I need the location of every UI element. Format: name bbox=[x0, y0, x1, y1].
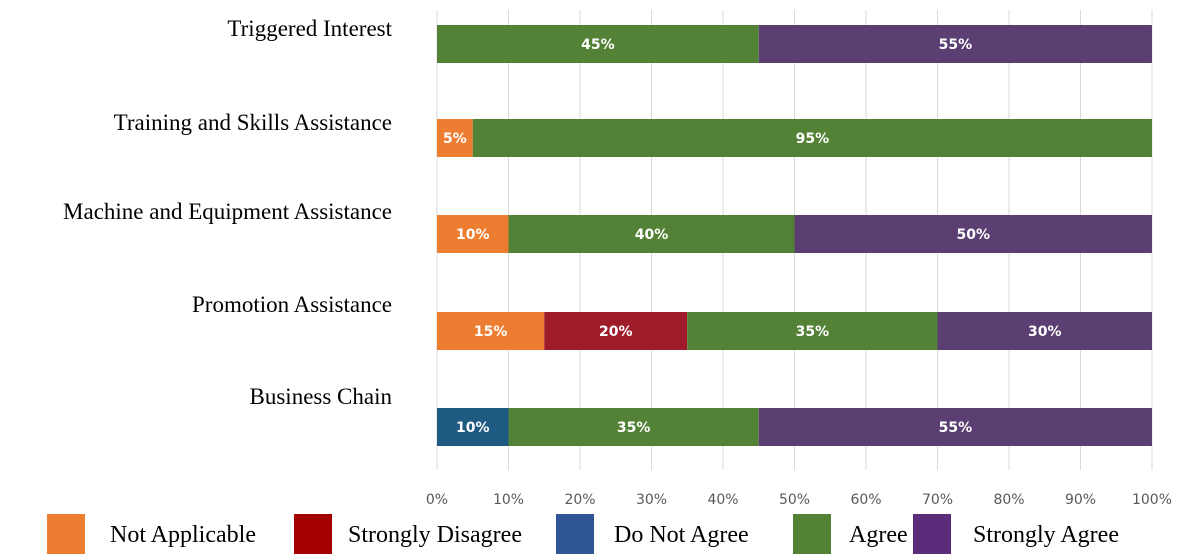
legend: Not Applicable Strongly Disagree Do Not Ag… bbox=[47, 514, 1119, 554]
bar-machine-and-equipment-assistance-strongly-agree bbox=[794, 215, 1152, 253]
data-label-promotion-assistance-strongly-disagree: 20% bbox=[599, 324, 633, 340]
x-tick-label-50: 50% bbox=[779, 492, 810, 508]
bar-training-and-skills-assistance-not-applicable bbox=[437, 119, 473, 157]
x-tick-label-20: 20% bbox=[564, 492, 595, 508]
bar-business-chain-do-not-agree bbox=[437, 408, 509, 446]
data-label-promotion-assistance-strongly-agree: 30% bbox=[1028, 324, 1062, 340]
bars: 45% 55% 5% 95% 10% 40% 50% 15% 20% 35% 30% 10% 35% 55… bbox=[437, 25, 1152, 446]
category-label-triggered-interest: Triggered Interest bbox=[227, 16, 392, 41]
bar-promotion-assistance-strongly-agree bbox=[937, 312, 1152, 350]
category-label-business-chain: Business Chain bbox=[250, 384, 393, 409]
category-label-promotion-assistance: Promotion Assistance bbox=[192, 292, 392, 317]
x-tick-label-40: 40% bbox=[707, 492, 738, 508]
data-label-machine-and-equipment-assistance-strongly-agree: 50% bbox=[956, 227, 990, 243]
bar-training-and-skills-assistance-agree bbox=[472, 119, 1152, 157]
legend-swatch-not-applicable bbox=[47, 514, 85, 554]
data-label-triggered-interest-strongly-agree: 55% bbox=[939, 37, 973, 53]
data-label-promotion-assistance-agree: 35% bbox=[796, 324, 830, 340]
category-labels: Triggered Interest Training and Skills As… bbox=[63, 16, 393, 409]
legend-label-not-applicable: Not Applicable bbox=[110, 522, 256, 548]
x-tick-label-0: 0% bbox=[426, 492, 448, 508]
x-tick-label-60: 60% bbox=[850, 492, 881, 508]
x-tick-label-30: 30% bbox=[636, 492, 667, 508]
data-label-machine-and-equipment-assistance-not-applicable: 10% bbox=[456, 227, 490, 243]
legend-swatch-agree bbox=[793, 514, 831, 554]
x-tick-label-70: 70% bbox=[922, 492, 953, 508]
data-label-machine-and-equipment-assistance-agree: 40% bbox=[635, 227, 669, 243]
category-label-machine-and-equipment-assistance: Machine and Equipment Assistance bbox=[63, 199, 392, 224]
x-axis-ticks: 0% 10% 20% 30% 40% 50% 60% 70% 80% 90% 100% bbox=[426, 492, 1172, 508]
legend-label-strongly-agree: Strongly Agree bbox=[973, 522, 1119, 548]
legend-label-agree: Agree bbox=[849, 522, 908, 548]
bar-promotion-assistance-agree bbox=[687, 312, 938, 350]
x-tick-label-100: 100% bbox=[1132, 492, 1172, 508]
category-label-training-and-skills-assistance: Training and Skills Assistance bbox=[114, 110, 392, 135]
data-label-training-and-skills-assistance-not-applicable: 5% bbox=[443, 131, 467, 147]
legend-swatch-do-not-agree bbox=[556, 514, 594, 554]
data-label-training-and-skills-assistance-agree: 95% bbox=[796, 131, 830, 147]
data-label-triggered-interest-agree: 45% bbox=[581, 37, 615, 53]
x-tick-label-10: 10% bbox=[493, 492, 524, 508]
bar-promotion-assistance-not-applicable bbox=[437, 312, 545, 350]
legend-label-strongly-disagree: Strongly Disagree bbox=[348, 522, 522, 548]
x-tick-label-80: 80% bbox=[993, 492, 1024, 508]
x-tick-label-90: 90% bbox=[1065, 492, 1096, 508]
data-label-business-chain-agree: 35% bbox=[617, 420, 651, 436]
data-label-business-chain-do-not-agree: 10% bbox=[456, 420, 490, 436]
legend-swatch-strongly-agree bbox=[913, 514, 951, 554]
bar-business-chain-agree bbox=[508, 408, 759, 446]
bar-triggered-interest-agree bbox=[437, 25, 759, 63]
legend-label-do-not-agree: Do Not Agree bbox=[614, 522, 749, 548]
data-label-promotion-assistance-not-applicable: 15% bbox=[474, 324, 508, 340]
bar-machine-and-equipment-assistance-not-applicable bbox=[437, 215, 509, 253]
data-label-business-chain-strongly-agree: 55% bbox=[939, 420, 973, 436]
bar-business-chain-strongly-agree bbox=[758, 408, 1152, 446]
bar-promotion-assistance-strongly-disagree bbox=[544, 312, 688, 350]
legend-swatch-strongly-disagree bbox=[294, 514, 332, 554]
bar-machine-and-equipment-assistance-agree bbox=[508, 215, 795, 253]
bar-triggered-interest-strongly-agree bbox=[758, 25, 1152, 63]
